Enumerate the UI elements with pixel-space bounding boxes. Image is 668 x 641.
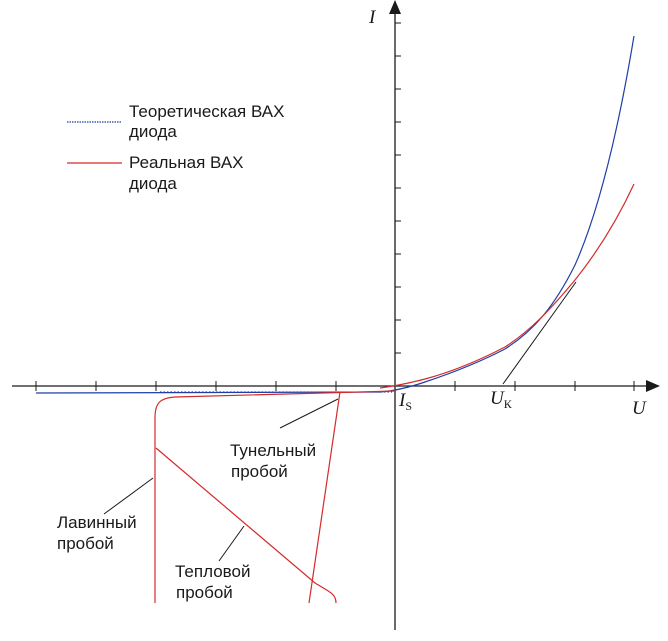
leader-lines (103, 398, 339, 562)
y-axis-arrow (389, 0, 401, 14)
tunnel-breakdown-curve (308, 391, 341, 604)
x-ticks (35, 381, 635, 391)
legend-real-label-line2: диода (129, 174, 177, 193)
legend: Теоретическая ВАХ диода Реальная ВАХ дио… (67, 102, 284, 193)
thermal-breakdown-label-line2: пробой (176, 583, 233, 602)
legend-real-label-line1: Реальная ВАХ (129, 153, 244, 172)
is-sub: S (405, 399, 412, 413)
thermal-leader-line (218, 525, 245, 562)
tangent-line-uk (502, 281, 577, 385)
tunnel-leader-line (279, 398, 339, 429)
y-ticks (395, 22, 401, 354)
avalanche-breakdown-label-line2: пробой (57, 534, 114, 553)
uk-main: U (490, 388, 505, 409)
avalanche-leader-line (103, 477, 154, 515)
axes (12, 12, 648, 630)
legend-theoretical-label-line1: Теоретическая ВАХ (129, 102, 284, 121)
tunnel-breakdown-label-line1: Тунельный (230, 441, 316, 460)
legend-theoretical-label-line2: диода (129, 122, 177, 141)
uk-sub: К (504, 397, 513, 411)
thermal-breakdown-label-line1: Тепловой (175, 562, 250, 581)
x-axis-arrow (646, 380, 660, 392)
thermal-breakdown-curve (155, 447, 337, 604)
x-axis-label: U (632, 398, 647, 419)
avalanche-breakdown-label-line1: Лавинный (57, 513, 137, 532)
real-iv-curve (379, 183, 635, 389)
knee-voltage-label: UК (490, 388, 513, 411)
tunnel-breakdown-label-line2: пробой (231, 462, 288, 481)
y-axis-label: I (368, 7, 377, 28)
is-main: I (398, 390, 407, 411)
theoretical-iv-curve (35, 35, 635, 394)
avalanche-breakdown-curve (154, 390, 396, 603)
saturation-current-label: IS (398, 390, 412, 413)
